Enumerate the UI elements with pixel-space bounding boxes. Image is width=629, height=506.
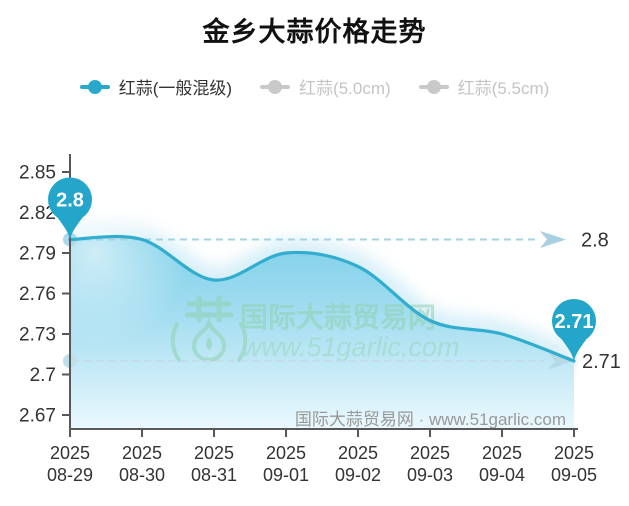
area-series-fill (70, 236, 574, 429)
x-tick-label-date: 09-03 (407, 465, 453, 485)
x-tick-label-year: 2025 (338, 443, 378, 463)
price-line-series[interactable] (68, 234, 576, 363)
start-soft-glow (70, 157, 190, 347)
footnote-inside-chart: 国际大蒜贸易网 · www.51garlic.com (295, 410, 566, 429)
y-tick-label: 2.73 (19, 325, 56, 346)
y-tick-label: 2.76 (19, 284, 56, 305)
legend-item-hongsuan-5-5cm[interactable]: 红蒜(5.5cm) (418, 74, 550, 99)
watermark: 国际大蒜贸易网 www.51garlic.com (170, 295, 460, 362)
x-tick-label-date: 08-31 (191, 465, 237, 485)
value-pin-label: 2.8 (56, 190, 84, 212)
legend-item-label: 红蒜(5.0cm) (299, 79, 391, 98)
page-title: 金乡大蒜价格走势 (202, 17, 427, 47)
legend-item-label: 红蒜(5.5cm) (457, 79, 550, 98)
x-tick-label-date: 09-01 (263, 465, 309, 485)
legend-item-label: 红蒜(一般混级) (118, 79, 233, 98)
x-tick-label-year: 2025 (410, 443, 450, 463)
x-tick-label-year: 2025 (122, 443, 162, 463)
arrow-right-icon (540, 231, 566, 248)
y-tick-label: 2.7 (30, 365, 56, 386)
watermark-site-url: www.51garlic.com (242, 332, 460, 362)
legend-line-dot-icon (418, 79, 449, 94)
y-tick-label: 2.79 (19, 244, 56, 265)
legend-item-hongsuan-mixed[interactable]: 红蒜(一般混级) (79, 74, 233, 99)
garlic-logo-icon (170, 295, 248, 362)
y-tick-label: 2.85 (19, 163, 56, 184)
value-pin-marker: 2.71 (552, 299, 596, 361)
x-tick-label-year: 2025 (266, 443, 306, 463)
arrow-right-icon (548, 352, 574, 370)
value-pin-label: 2.71 (555, 311, 594, 333)
x-tick-label-date: 09-04 (479, 465, 525, 485)
x-tick-label-year: 2025 (194, 443, 234, 463)
legend-item-hongsuan-5cm[interactable]: 红蒜(5.0cm) (260, 74, 391, 99)
value-pin-marker: 2.8 (48, 177, 92, 240)
x-tick-label-year: 2025 (482, 443, 522, 463)
legend-line-dot-icon (260, 79, 291, 94)
x-tick-label-year: 2025 (554, 443, 594, 463)
y-tick-label: 2.82 (19, 203, 56, 224)
x-tick-label-date: 09-05 (551, 465, 597, 485)
x-tick-label-date: 09-02 (335, 465, 381, 485)
x-tick-label-date: 08-30 (119, 465, 165, 485)
x-tick-label-year: 2025 (50, 443, 90, 463)
legend-line-dot-icon (79, 79, 110, 94)
legend: 红蒜(一般混级) 红蒜(5.0cm) 红蒜(5.5cm) (0, 74, 629, 99)
x-tick-label-date: 08-29 (47, 465, 93, 485)
reference-line-label: 2.8 (581, 230, 609, 252)
reference-line-label: 2.71 (582, 351, 621, 373)
y-tick-label: 2.67 (19, 406, 56, 427)
watermark-site-name: 国际大蒜贸易网 (240, 302, 436, 333)
